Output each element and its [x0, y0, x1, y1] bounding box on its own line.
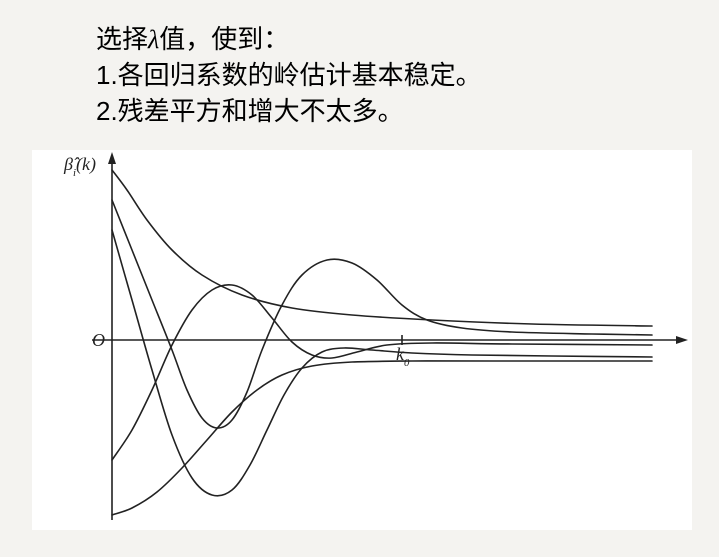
ridge-trace-chart: β̂i(k)Ok0 [32, 150, 692, 530]
text-line3: 2.残差平方和增大不太多。 [96, 94, 404, 129]
text-line1-a: 选择 [96, 24, 148, 54]
text-line1-b: 值，使到： [159, 24, 289, 54]
chart-svg: β̂i(k)Ok0 [32, 150, 692, 530]
origin-label: O [92, 330, 105, 350]
lambda-symbol: λ [148, 25, 159, 54]
text-line2: 1.各回归系数的岭估计基本稳定。 [96, 58, 482, 93]
